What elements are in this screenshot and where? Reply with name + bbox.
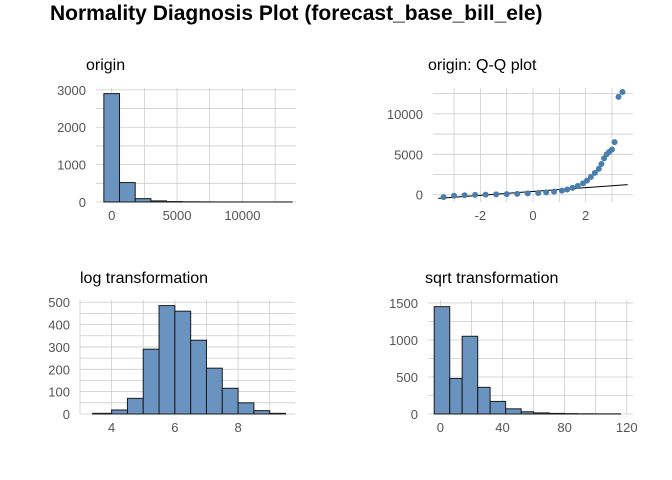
histogram-bar	[150, 200, 168, 203]
y-tick-label: 10000	[387, 107, 423, 122]
y-tick-label: 0	[79, 195, 86, 210]
panel-title: origin: Q-Q plot	[428, 57, 537, 74]
histogram-bar	[253, 410, 271, 415]
qq-reference-line	[438, 184, 628, 199]
panel-title: origin	[86, 57, 125, 74]
panel-title: sqrt transformation	[425, 270, 558, 287]
qq-point	[440, 194, 447, 201]
qq-point	[514, 190, 521, 197]
qq-point	[451, 192, 458, 199]
histogram-bar	[489, 400, 507, 415]
x-tick-label: 4	[108, 420, 115, 435]
qq-point	[583, 177, 590, 184]
qq-point	[619, 89, 626, 96]
x-tick-label: 0	[529, 208, 536, 223]
histogram-bar	[548, 412, 566, 415]
histogram-bar	[205, 367, 223, 415]
histogram-bar	[269, 412, 287, 415]
qq-point	[461, 192, 468, 199]
histogram-bar	[158, 305, 176, 415]
y-tick-label: 0	[416, 188, 423, 203]
histogram-bar	[92, 412, 113, 415]
qq-point	[472, 191, 479, 198]
histogram-bar	[461, 335, 479, 415]
histogram-bar	[142, 348, 160, 415]
qq-point	[591, 169, 598, 176]
y-tick-label: 1000	[57, 158, 86, 173]
x-tick-label: 0	[437, 420, 444, 435]
y-tick-label: 500	[48, 295, 70, 310]
histogram-bar	[221, 387, 239, 415]
gridlines	[96, 88, 296, 203]
qq-point	[569, 184, 576, 191]
x-tick-label: 8	[234, 420, 241, 435]
panel-title: log transformation	[80, 270, 208, 287]
qq-point	[482, 191, 489, 198]
histogram-bar	[477, 386, 491, 415]
x-tick-label: -2	[475, 208, 487, 223]
y-tick-label: 5000	[394, 147, 423, 162]
panel-3: log transformation 0 100 200 300 400 500 4 6 8	[48, 270, 295, 435]
qq-point	[598, 161, 605, 167]
y-tick-label: 300	[48, 340, 70, 355]
qq-point	[524, 190, 531, 197]
panel-1: origin 0 1000 2000 3000 0 5000 10000	[57, 57, 296, 223]
x-tick-label: 5000	[163, 208, 192, 223]
qq-point	[564, 186, 571, 193]
qq-point	[611, 139, 618, 146]
qq-point	[595, 165, 602, 172]
x-tick-label: 40	[495, 420, 509, 435]
y-tick-label: 2000	[57, 120, 86, 135]
qq-points	[440, 89, 626, 201]
qq-point	[543, 189, 550, 196]
panel-4: sqrt transformation 0 500 1000 1500 0 40 80 120	[389, 270, 638, 435]
histogram-bar	[103, 93, 121, 203]
y-tick-label: 1000	[389, 333, 418, 348]
x-tick-label: 2	[582, 208, 589, 223]
qq-point	[558, 187, 565, 194]
qq-point	[493, 191, 500, 198]
qq-point	[574, 182, 581, 189]
qq-point	[551, 188, 558, 195]
qq-point	[503, 191, 510, 198]
x-tick-label: 0	[108, 208, 115, 223]
histogram-bar	[134, 198, 152, 203]
main-title: Normality Diagnosis Plot (forecast_base_…	[50, 2, 543, 25]
x-tick-label: 80	[557, 420, 571, 435]
histogram-bars	[92, 305, 287, 415]
y-tick-label: 100	[48, 385, 70, 400]
y-tick-label: 3000	[57, 83, 86, 98]
histogram-bar	[237, 402, 255, 415]
qq-point	[615, 93, 622, 100]
panel-2: origin: Q-Q plot 0 5000 10000 -2 0 2	[387, 57, 633, 223]
histogram-bar	[520, 411, 535, 415]
histogram-bar	[433, 306, 451, 415]
histogram-bar	[505, 408, 522, 415]
qq-point	[535, 189, 542, 196]
histogram-bar	[111, 409, 128, 415]
x-tick-label: 10000	[224, 208, 260, 223]
y-tick-label: 0	[63, 407, 70, 422]
histogram-bar	[119, 182, 136, 203]
qq-point	[608, 146, 615, 153]
qq-point	[587, 173, 594, 180]
x-tick-label: 6	[171, 420, 178, 435]
histogram-bars	[103, 93, 293, 203]
histogram-bar	[126, 397, 144, 415]
histogram-bar	[190, 339, 207, 415]
y-tick-label: 400	[48, 318, 70, 333]
y-tick-label: 0	[411, 407, 418, 422]
histogram-bar	[449, 377, 463, 415]
gridlines	[433, 88, 633, 202]
x-tick-label: 120	[616, 420, 638, 435]
y-tick-label: 500	[396, 370, 418, 385]
histogram-bar	[174, 310, 192, 415]
histogram-bar	[533, 412, 550, 415]
histogram-bars	[433, 306, 622, 415]
y-tick-label: 1500	[389, 296, 418, 311]
y-tick-label: 200	[48, 362, 70, 377]
